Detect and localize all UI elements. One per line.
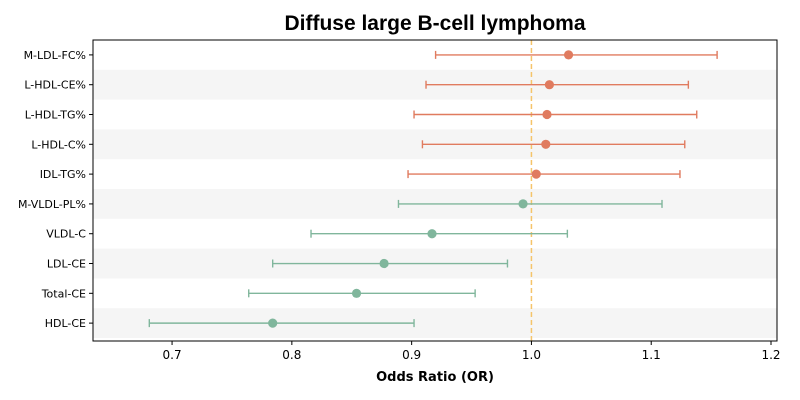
x-tick-label: 1.1 (642, 348, 661, 362)
point-estimate (351, 288, 362, 298)
point-estimate (544, 80, 554, 90)
plot-frame (92, 39, 778, 342)
error-bar (248, 289, 476, 298)
y-tick-label: L-HDL-CE% (24, 79, 86, 92)
x-tick-label: 0.7 (163, 348, 182, 362)
error-bar (148, 319, 415, 328)
point-estimates (268, 50, 574, 328)
point-estimate (427, 229, 437, 239)
error-bar (310, 229, 569, 238)
y-tick-label: LDL-CE (47, 258, 86, 271)
y-tick-label: VLDL-C (46, 228, 86, 241)
y-tick-label: M-LDL-FC% (24, 49, 86, 62)
error-bar (271, 259, 509, 268)
error-bar (413, 110, 698, 119)
point-estimate (563, 50, 574, 60)
point-estimate (541, 139, 551, 149)
x-tick-label: 0.8 (282, 348, 301, 362)
error-bar (421, 140, 686, 149)
error-bar (434, 50, 718, 59)
x-tick-label: 1.0 (522, 348, 541, 362)
y-axis: M-LDL-FC% L-HDL-CE% L-HDL-TG% L-HDL-C% IDL-T… (18, 49, 93, 330)
point-estimate (531, 169, 541, 179)
point-estimate (268, 318, 278, 328)
y-tick-label: HDL-CE (45, 317, 86, 330)
y-tick-label: M-VLDL-PL% (18, 198, 86, 211)
point-estimate (542, 109, 552, 120)
y-tick-label: Total-CE (41, 287, 86, 300)
point-estimate (379, 258, 389, 269)
x-axis-label: Odds Ratio (OR) (376, 370, 494, 385)
x-tick-label: 1.2 (761, 348, 780, 362)
x-axis: 0.7 0.8 0.9 1.0 1.1 1.2 (163, 341, 781, 362)
y-tick-label: L-HDL-C% (31, 138, 86, 151)
error-bar (407, 170, 681, 179)
y-tick-label: IDL-TG% (40, 168, 86, 181)
error-bar (397, 199, 663, 208)
error-bar (425, 80, 690, 89)
y-tick-label: L-HDL-TG% (25, 109, 86, 122)
x-tick-label: 0.9 (402, 348, 421, 362)
chart-title: Diffuse large B-cell lymphoma (284, 12, 585, 35)
error-bars (148, 50, 718, 328)
point-estimate (518, 199, 528, 209)
